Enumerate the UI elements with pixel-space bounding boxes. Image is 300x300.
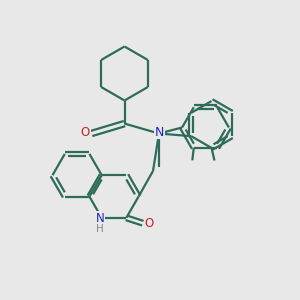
- Text: N: N: [96, 212, 105, 225]
- Text: N: N: [155, 125, 164, 139]
- Text: O: O: [145, 217, 154, 230]
- Text: H: H: [96, 224, 104, 234]
- Text: O: O: [81, 126, 90, 140]
